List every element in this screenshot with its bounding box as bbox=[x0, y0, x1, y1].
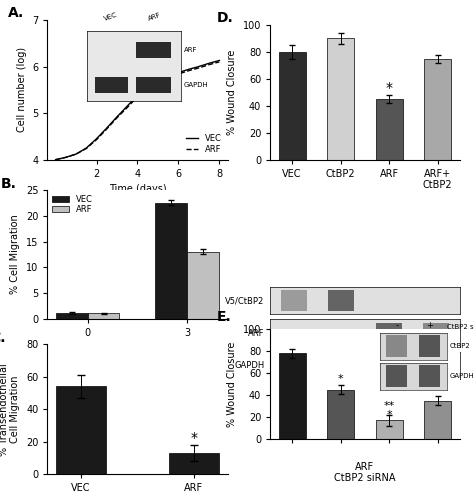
VEC bbox=[104, 125, 109, 131]
ARF bbox=[53, 157, 58, 163]
VEC bbox=[53, 157, 58, 163]
VEC bbox=[165, 74, 171, 80]
Line: VEC: VEC bbox=[55, 60, 219, 160]
Bar bbox=[375, 323, 401, 343]
X-axis label: FBS (%): FBS (%) bbox=[118, 344, 156, 354]
Bar bbox=[419, 365, 440, 387]
Text: A.: A. bbox=[8, 6, 24, 20]
Bar bbox=[88, 313, 119, 319]
Bar bbox=[155, 203, 187, 319]
Text: *: * bbox=[386, 81, 393, 95]
VEC bbox=[217, 57, 222, 63]
Bar bbox=[281, 355, 307, 376]
VEC bbox=[124, 103, 130, 109]
Line: ARF: ARF bbox=[55, 62, 219, 160]
Legend: VEC, ARF: VEC, ARF bbox=[52, 194, 93, 215]
ARF bbox=[145, 86, 151, 92]
Bar bbox=[376, 421, 402, 439]
ARF bbox=[63, 154, 69, 160]
Bar bbox=[375, 355, 401, 376]
Y-axis label: % Wound Closure: % Wound Closure bbox=[227, 341, 237, 427]
ARF bbox=[206, 62, 212, 68]
Bar bbox=[423, 355, 449, 376]
VEC bbox=[186, 66, 191, 72]
Text: D.: D. bbox=[217, 11, 234, 25]
Text: GAPDH: GAPDH bbox=[234, 361, 264, 370]
Bar bbox=[328, 355, 354, 376]
Bar bbox=[328, 38, 354, 160]
Text: +: + bbox=[427, 321, 433, 330]
Text: CtBP2: CtBP2 bbox=[450, 343, 471, 349]
Bar bbox=[376, 99, 402, 160]
Text: B.: B. bbox=[0, 177, 17, 191]
Bar bbox=[328, 390, 354, 439]
Bar bbox=[281, 290, 307, 311]
VEC bbox=[94, 136, 100, 142]
Text: *: * bbox=[386, 410, 392, 420]
Bar bbox=[386, 365, 407, 387]
Bar bbox=[55, 313, 88, 319]
ARF bbox=[186, 68, 191, 74]
Bar bbox=[279, 353, 306, 439]
Text: V5/CtBP2: V5/CtBP2 bbox=[225, 296, 264, 305]
ARF bbox=[175, 71, 181, 77]
Text: **: ** bbox=[383, 402, 395, 412]
X-axis label: Time (days): Time (days) bbox=[109, 184, 166, 194]
Text: CtBP2 siRNA: CtBP2 siRNA bbox=[334, 473, 396, 483]
VEC bbox=[83, 145, 89, 151]
ARF bbox=[196, 65, 202, 71]
ARF bbox=[155, 80, 161, 86]
Bar bbox=[419, 335, 440, 357]
Y-axis label: % Wound Closure: % Wound Closure bbox=[227, 49, 237, 135]
ARF bbox=[83, 146, 89, 152]
Bar bbox=[328, 290, 354, 311]
Text: *: * bbox=[191, 432, 198, 446]
Bar bbox=[55, 386, 106, 474]
Bar bbox=[279, 52, 306, 160]
Y-axis label: Cell number (log): Cell number (log) bbox=[17, 47, 27, 132]
Text: *: * bbox=[435, 385, 441, 395]
VEC bbox=[73, 151, 79, 157]
Bar bbox=[423, 323, 449, 343]
Text: C.: C. bbox=[0, 331, 5, 345]
Text: ARF: ARF bbox=[356, 462, 374, 472]
ARF bbox=[124, 104, 130, 110]
VEC bbox=[206, 60, 212, 66]
ARF bbox=[217, 59, 222, 65]
Bar bbox=[424, 401, 451, 439]
Bar bbox=[386, 335, 407, 357]
Text: GAPDH: GAPDH bbox=[450, 373, 474, 379]
Bar bbox=[424, 58, 451, 160]
Text: *: * bbox=[338, 374, 344, 384]
ARF bbox=[135, 94, 140, 100]
VEC bbox=[145, 84, 151, 90]
ARF bbox=[73, 151, 79, 157]
VEC bbox=[196, 63, 202, 69]
Legend: VEC, ARF: VEC, ARF bbox=[184, 133, 223, 156]
VEC bbox=[175, 69, 181, 75]
ARF bbox=[165, 75, 171, 81]
Bar bbox=[169, 453, 219, 474]
VEC bbox=[155, 78, 161, 84]
Text: E.: E. bbox=[217, 309, 232, 323]
Text: ARF: ARF bbox=[248, 328, 264, 338]
Y-axis label: % Cell Migration: % Cell Migration bbox=[10, 215, 20, 294]
VEC bbox=[114, 114, 120, 120]
ARF bbox=[94, 137, 100, 143]
Text: -: - bbox=[395, 321, 398, 330]
VEC bbox=[135, 92, 140, 98]
VEC bbox=[63, 154, 69, 160]
Bar bbox=[187, 252, 219, 319]
Text: CtBP2 siRNA: CtBP2 siRNA bbox=[447, 324, 474, 330]
ARF bbox=[104, 126, 109, 132]
Y-axis label: % Transendothelial
Cell Migration: % Transendothelial Cell Migration bbox=[0, 363, 20, 456]
ARF bbox=[114, 115, 120, 121]
